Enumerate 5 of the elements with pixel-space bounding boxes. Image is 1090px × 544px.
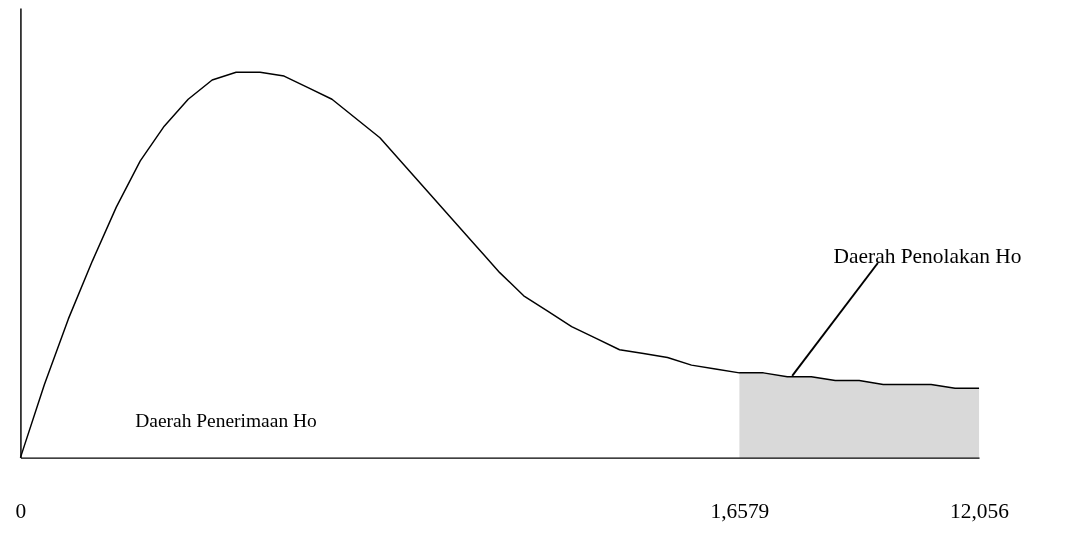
annotation: Daerah Penerimaan Ho	[135, 410, 317, 432]
x-tick-label: 12,056	[950, 499, 1010, 524]
band-label: Daerah Penolakan Ho	[833, 243, 1022, 268]
x-tick-label: 0	[15, 499, 27, 524]
x-tick-label: 1,6579	[710, 499, 770, 524]
